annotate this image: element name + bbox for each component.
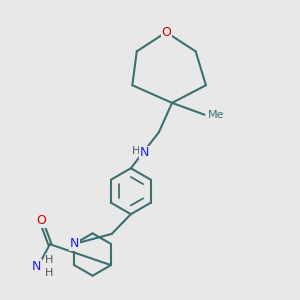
Text: H: H [45,268,53,278]
Text: H: H [132,146,140,156]
Text: N: N [140,146,149,159]
Text: N: N [32,260,41,273]
Text: O: O [36,214,46,227]
Text: N: N [70,237,79,250]
Text: H: H [45,255,53,265]
Text: Me: Me [208,110,224,120]
Text: O: O [161,26,171,39]
